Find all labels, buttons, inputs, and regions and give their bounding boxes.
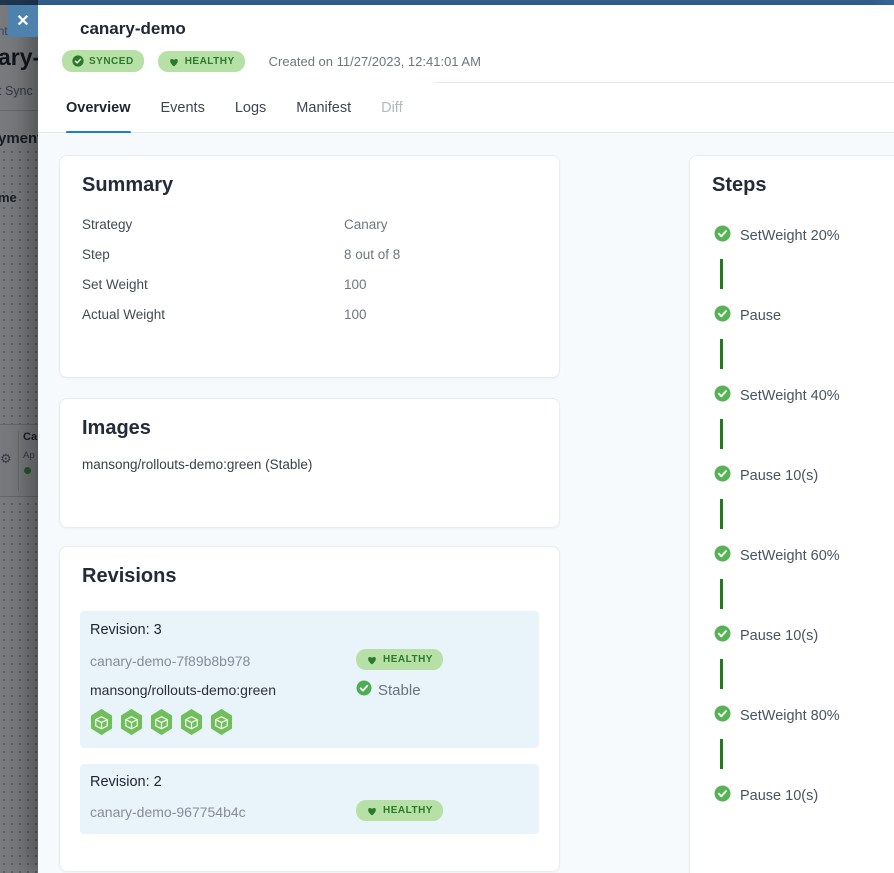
revisions-title: Revisions: [82, 565, 177, 587]
steps-title: Steps: [712, 174, 767, 196]
summary-label: Strategy: [82, 217, 133, 232]
revision-badge-label: HEALTHY: [383, 805, 433, 816]
revision-healthy-badge: HEALTHY: [356, 649, 443, 670]
healthy-badge-label: HEALTHY: [184, 55, 235, 67]
check-circle-icon: [356, 680, 372, 700]
step-item: Pause 10(s): [714, 625, 894, 647]
summary-label: Step: [82, 247, 110, 262]
revision-3-item: Revision: 3 canary-demo-7f89b8b978 HEALT…: [80, 611, 539, 748]
step-label: Pause 10(s): [740, 627, 819, 644]
synced-badge: SYNCED: [62, 50, 144, 72]
step-label: Pause: [740, 307, 782, 324]
step-connector-line: [720, 659, 723, 689]
summary-value: Canary: [344, 217, 388, 232]
pod-icon: [210, 709, 233, 735]
step-label: Pause 10(s): [740, 787, 819, 804]
tab-bar: Overview Events Logs Manifest Diff: [38, 95, 894, 134]
summary-row-step: Step 8 out of 8: [60, 241, 559, 271]
healthy-badge: HEALTHY: [157, 50, 245, 72]
step-check-icon: [714, 305, 731, 327]
top-accent-bar: [0, 0, 894, 5]
step-item: SetWeight 20%: [714, 225, 894, 247]
created-timestamp: Created on 11/27/2023, 12:41:01 AM: [268, 53, 481, 69]
summary-row-actual-weight: Actual Weight 100: [60, 301, 559, 331]
tab-manifest[interactable]: Manifest: [296, 100, 352, 116]
status-badge-row: SYNCED HEALTHY Created on 11/27/2023, 12…: [62, 50, 481, 72]
revisions-card: Revisions Revision: 3 canary-demo-7f89b8…: [59, 546, 560, 872]
steps-list: SetWeight 20% Pause SetWeight 40% Pause 10(…: [690, 225, 894, 807]
revision-image-status: Stable: [356, 680, 421, 700]
summary-value: 100: [344, 277, 367, 292]
step-label: SetWeight 60%: [740, 547, 840, 564]
close-button[interactable]: ✕: [8, 5, 38, 37]
revision-healthy-badge: HEALTHY: [356, 800, 443, 821]
heart-icon: [366, 654, 378, 665]
step-check-icon: [714, 785, 731, 807]
summary-label: Actual Weight: [82, 307, 166, 322]
step-item: Pause 10(s): [714, 465, 894, 487]
summary-card: Summary Strategy Canary Step 8 out of 8 …: [59, 155, 560, 378]
steps-card: Steps SetWeight 20% Pause SetWeight 40% Pau…: [689, 155, 894, 873]
step-item: SetWeight 80%: [714, 705, 894, 727]
check-circle-icon: [72, 55, 84, 67]
step-item: SetWeight 40%: [714, 385, 894, 407]
step-label: SetWeight 80%: [740, 707, 840, 724]
step-check-icon: [714, 705, 731, 727]
step-connector-line: [720, 259, 723, 289]
revision-badge-label: HEALTHY: [383, 654, 433, 665]
step-connector-line: [720, 339, 723, 369]
step-check-icon: [714, 385, 731, 407]
step-connector-line: [720, 579, 723, 609]
step-check-icon: [714, 465, 731, 487]
page-title: canary-demo: [80, 19, 186, 38]
step-label: Pause 10(s): [740, 467, 819, 484]
pod-icon: [120, 709, 143, 735]
pod-icon: [150, 709, 173, 735]
modal-scrim[interactable]: [0, 0, 38, 873]
revision-stable-label: Stable: [378, 681, 421, 699]
summary-label: Set Weight: [82, 277, 148, 292]
pod-icon: [180, 709, 203, 735]
step-item: Pause 10(s): [714, 785, 894, 807]
summary-row-strategy: Strategy Canary: [60, 211, 559, 241]
image-entry: mansong/rollouts-demo:green (Stable): [82, 457, 313, 472]
step-connector-line: [720, 499, 723, 529]
step-label: SetWeight 40%: [740, 387, 840, 404]
overview-content: Summary Strategy Canary Step 8 out of 8 …: [38, 133, 894, 873]
step-item: Pause: [714, 305, 894, 327]
images-card: Images mansong/rollouts-demo:green (Stab…: [59, 398, 560, 528]
replicaset-name: canary-demo-967754b4c: [90, 804, 246, 820]
revision-name: Revision: 3: [90, 622, 162, 638]
revision-image: mansong/rollouts-demo:green: [90, 682, 276, 698]
images-title: Images: [82, 417, 151, 439]
tab-events[interactable]: Events: [160, 100, 205, 116]
step-check-icon: [714, 545, 731, 567]
tab-diff: Diff: [381, 100, 403, 116]
step-connector-line: [720, 419, 723, 449]
replicaset-name: canary-demo-7f89b8b978: [90, 653, 251, 669]
tab-overview[interactable]: Overview: [66, 95, 131, 134]
header-divider: [435, 82, 894, 83]
summary-value: 8 out of 8: [344, 247, 401, 262]
synced-badge-label: SYNCED: [89, 55, 134, 67]
rollout-detail-panel: canary-demo SYNCED HEALTHY Created on 11…: [38, 5, 894, 873]
revision-name: Revision: 2: [90, 774, 162, 790]
step-label: SetWeight 20%: [740, 227, 840, 244]
heart-icon: [366, 805, 378, 816]
summary-value: 100: [344, 307, 367, 322]
pod-row: [90, 709, 233, 735]
summary-row-set-weight: Set Weight 100: [60, 271, 559, 301]
pod-icon: [90, 709, 113, 735]
step-check-icon: [714, 225, 731, 247]
summary-title: Summary: [82, 174, 174, 196]
summary-rows: Strategy Canary Step 8 out of 8 Set Weig…: [60, 211, 559, 331]
tab-logs[interactable]: Logs: [234, 100, 267, 116]
step-check-icon: [714, 625, 731, 647]
revision-2-item: Revision: 2 canary-demo-967754b4c HEALTH…: [80, 764, 539, 834]
heart-icon: [168, 56, 180, 67]
step-item: SetWeight 60%: [714, 545, 894, 567]
step-connector-line: [720, 739, 723, 769]
